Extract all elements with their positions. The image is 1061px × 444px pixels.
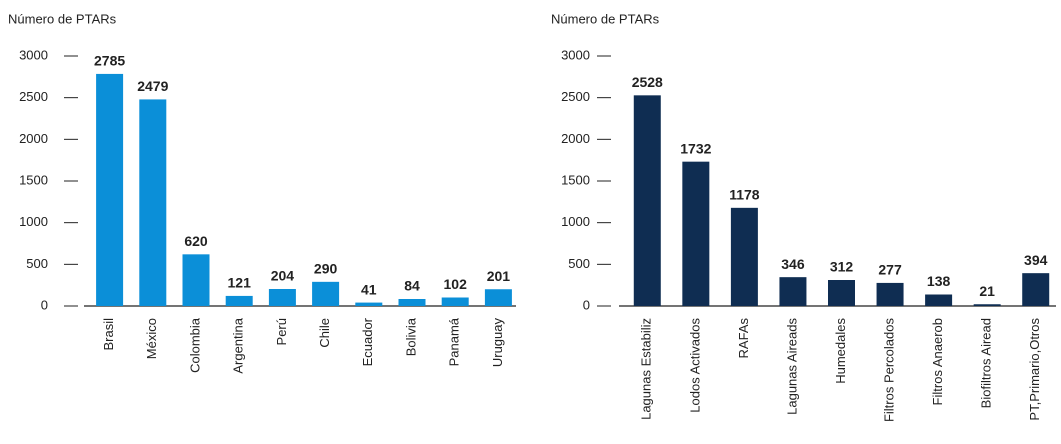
y-tick-label: 2000 [19, 131, 48, 146]
x-tick-label: Bolivia [403, 317, 418, 356]
value-label: 290 [314, 261, 338, 277]
bar [828, 280, 855, 306]
value-label: 2528 [632, 74, 663, 90]
x-tick-label: Lagunas Estabiliz [639, 318, 654, 420]
x-tick-label: Filtros Percolados [881, 318, 896, 423]
bar [225, 295, 253, 306]
x-tick-label: Ecuador [360, 317, 375, 366]
value-label: 102 [444, 276, 468, 292]
bar [182, 254, 210, 306]
value-label: 312 [830, 259, 854, 275]
x-tick-label: Colombia [187, 317, 202, 373]
y-tick-label: 1500 [561, 172, 590, 187]
bar [312, 281, 340, 306]
bar [730, 207, 758, 306]
bar [779, 277, 807, 306]
x-tick-label: Chile [317, 318, 332, 348]
y-tick-label: 2500 [561, 89, 590, 104]
value-label: 204 [271, 268, 295, 284]
y-tick-label: 3000 [19, 47, 48, 62]
x-tick-label: Lodos Activados [687, 318, 702, 413]
y-axis-label: Número de PTARs [8, 11, 117, 26]
x-tick-label: México [144, 318, 159, 359]
y-tick-label: 500 [568, 256, 590, 271]
x-tick-label: Panamá [447, 317, 462, 366]
bar [355, 302, 383, 306]
value-label: 277 [878, 262, 902, 278]
y-tick-label: 500 [26, 256, 48, 271]
y-tick-label: 0 [41, 297, 48, 312]
bar [633, 95, 661, 306]
value-label: 84 [404, 278, 420, 294]
value-label: 121 [228, 275, 252, 291]
x-tick-label: Brasil [101, 318, 116, 351]
x-tick-label: Filtros Anaerob [930, 318, 945, 405]
bar [484, 289, 512, 306]
bar [398, 299, 426, 306]
value-label: 346 [781, 256, 805, 272]
x-tick-label: Biofiltros Airead [979, 318, 994, 408]
value-label: 2785 [94, 53, 125, 69]
value-label: 1178 [729, 187, 760, 203]
bar [441, 297, 469, 306]
value-label: 620 [184, 233, 208, 249]
value-label: 21 [979, 283, 995, 299]
x-tick-label: Humedales [833, 318, 848, 384]
y-tick-label: 1000 [561, 214, 590, 229]
x-tick-label: Argentina [231, 317, 246, 373]
y-tick-label: 1000 [19, 214, 48, 229]
bar [682, 161, 710, 306]
y-tick-label: 0 [583, 297, 590, 312]
bar [973, 304, 1001, 306]
bar [876, 282, 904, 306]
y-axis-label: Número de PTARs [551, 11, 660, 26]
x-tick-label: PT,Primario,Otros [1027, 318, 1042, 421]
y-tick-label: 2500 [19, 89, 48, 104]
x-tick-label: Uruguay [490, 318, 505, 368]
bar [268, 289, 296, 306]
value-label: 2479 [137, 78, 168, 94]
x-tick-label: Perú [274, 318, 289, 345]
y-tick-label: 1500 [19, 172, 48, 187]
value-label: 41 [361, 281, 377, 297]
bar [96, 73, 124, 307]
value-label: 1732 [680, 140, 711, 156]
y-tick-label: 3000 [561, 47, 590, 62]
value-label: 201 [487, 268, 511, 284]
value-label: 394 [1024, 252, 1048, 268]
value-label: 138 [927, 273, 951, 289]
bar [925, 294, 953, 306]
bar [139, 99, 167, 307]
x-tick-label: RAFAs [736, 318, 751, 359]
y-tick-label: 2000 [561, 131, 590, 146]
bar [1022, 273, 1050, 306]
x-tick-label: Lagunas Aireads [784, 318, 799, 415]
